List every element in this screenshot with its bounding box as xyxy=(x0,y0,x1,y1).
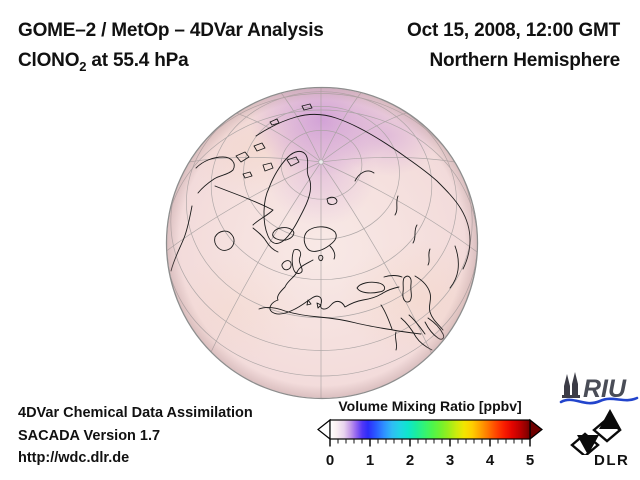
colorbar-title: Volume Mixing Ratio [ppbv] xyxy=(338,398,522,414)
colorbar-tick-labels: 0 1 2 3 4 5 xyxy=(316,452,544,470)
header-left: GOME–2 / MetOp – 4DVar Analysis ClONO2 a… xyxy=(18,16,324,82)
header-right: Oct 15, 2008, 12:00 GMT Northern Hemisph… xyxy=(407,16,620,76)
tick-label-5: 5 xyxy=(525,452,535,469)
url-label: http://wdc.dlr.de xyxy=(18,450,130,466)
colorbar-gradient-bar xyxy=(329,419,531,440)
dlr-logo-text: DLR xyxy=(594,452,630,469)
hemisphere-label: Northern Hemisphere xyxy=(429,50,621,71)
species-level-line: ClONO2 at 55.4 hPa xyxy=(18,46,324,82)
version-label: SACADA Version 1.7 xyxy=(18,427,161,444)
analysis-title: GOME–2 / MetOp – 4DVar Analysis xyxy=(18,20,324,41)
tick-label-1: 1 xyxy=(365,452,375,469)
colorbar-right-arrow xyxy=(529,418,543,441)
footer-credits: 4DVar Chemical Data Assimilation SACADA … xyxy=(18,402,253,470)
species-subscript: 2 xyxy=(79,58,87,74)
globe-rim xyxy=(165,86,479,400)
coastline-india-west xyxy=(448,329,465,369)
tick-label-4: 4 xyxy=(485,452,495,469)
tick-label-0: 0 xyxy=(325,452,335,469)
globe-limb-shading xyxy=(167,88,477,398)
colorbar-ticks xyxy=(329,439,531,447)
datetime-label: Oct 15, 2008, 12:00 GMT xyxy=(407,20,620,41)
species-name: ClONO xyxy=(18,50,80,71)
tick-label-3: 3 xyxy=(445,452,455,469)
colorbar: Volume Mixing Ratio [ppbv] 0 1 2 3 4 5 xyxy=(316,398,544,470)
dlr-star-icon xyxy=(570,409,622,455)
colorbar-scale xyxy=(317,418,543,447)
pressure-level: at 55.4 hPa xyxy=(86,50,189,71)
tick-label-2: 2 xyxy=(405,452,415,469)
cathedral-icon xyxy=(562,372,580,398)
assimilation-label: 4DVar Chemical Data Assimilation xyxy=(18,405,253,421)
colorbar-left-arrow xyxy=(317,418,331,441)
riu-wave-icon xyxy=(559,396,639,405)
riu-logo: RIU xyxy=(559,372,639,405)
dlr-logo xyxy=(570,409,622,455)
